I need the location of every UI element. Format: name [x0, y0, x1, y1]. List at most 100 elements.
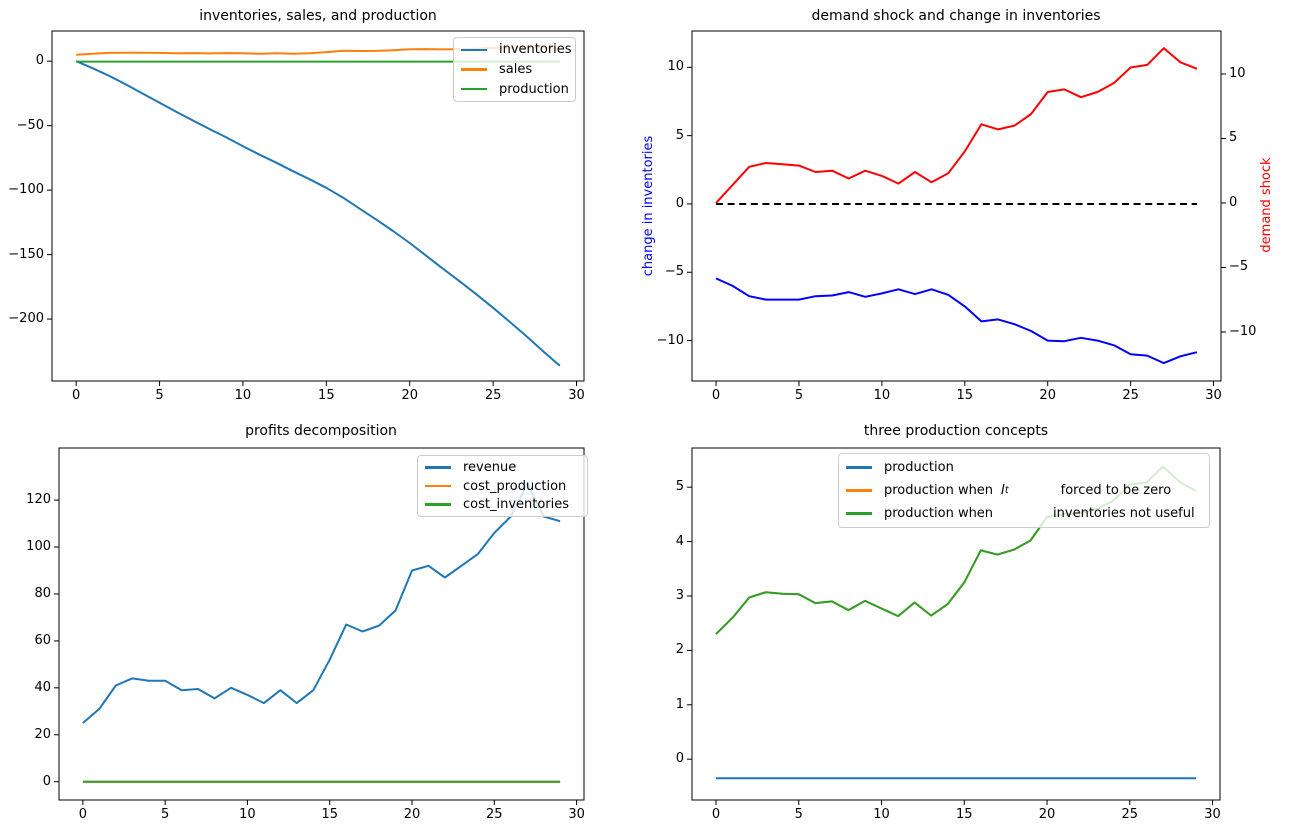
legend-item: production: [839, 456, 1209, 479]
legend-label: cost_inventories: [463, 497, 570, 513]
y-tick-label: 100: [26, 539, 51, 555]
legend-swatch-1: [461, 68, 487, 71]
x-tick-label: 0: [711, 388, 721, 403]
legend-label-tail: inventories not useful: [1053, 506, 1195, 521]
y-tick-label: 2: [675, 642, 684, 658]
legend-label-tail: forced to be zero: [1060, 483, 1172, 498]
legend-swatch-1: [846, 489, 872, 492]
line-revenue: [82, 482, 561, 724]
legend-swatch-2: [425, 503, 451, 506]
legend-swatch-2: [846, 512, 872, 515]
y-tick-label: −100: [8, 182, 44, 198]
y-tick-label: 1: [675, 696, 684, 712]
x-tick-label: 5: [161, 807, 170, 822]
x-tick-label: 15: [955, 807, 973, 822]
x-tick-label: 15: [318, 388, 335, 403]
x-tick-label: 0: [78, 807, 87, 822]
x-tick-label: 10: [873, 388, 891, 403]
x-tick-label: 20: [403, 807, 421, 822]
x-tick-label: 25: [1122, 388, 1139, 403]
x-tick-label: 20: [1039, 388, 1056, 403]
legend-label: revenue: [463, 459, 517, 475]
x-tick-label: 10: [239, 807, 256, 822]
legend-item: production: [454, 79, 575, 99]
y-tick-label-right: 5: [1229, 130, 1238, 146]
legend-box: revenue cost_production cost_inventories: [417, 455, 588, 517]
x-tick-label: 25: [1121, 807, 1139, 822]
line-change-in-inventories: [715, 277, 1198, 365]
legend-item: production when inventories not useful: [839, 502, 1209, 525]
legend-label: sales: [499, 62, 533, 77]
x-tick-label: 10: [234, 388, 252, 403]
legend-swatch-0: [461, 48, 487, 52]
legend-swatch-1: [425, 484, 451, 488]
legend-item: cost_production: [418, 477, 587, 496]
y-tick-label: 3: [675, 587, 684, 603]
x-tick-label: 25: [484, 388, 502, 403]
legend-label: production: [884, 460, 954, 475]
legend-swatch-2: [461, 87, 487, 91]
legend-item: inventories: [454, 40, 575, 60]
y-tick-label-right: 0: [1229, 194, 1238, 210]
legend-swatch-0: [425, 466, 451, 469]
axes-spines: [691, 30, 1222, 382]
legend-label: inventories: [499, 42, 572, 58]
legend-label: cost_production: [463, 478, 567, 494]
y-tick-label: −5: [664, 264, 684, 280]
x-tick-label: 20: [401, 388, 418, 403]
y-tick-label-right: −5: [1229, 259, 1249, 275]
y-tick-label: 10: [667, 59, 684, 75]
x-tick-label: 30: [1205, 388, 1222, 403]
x-tick-label: 15: [956, 388, 974, 403]
line-inventories: [75, 60, 561, 367]
y-tick-label: 40: [34, 679, 51, 695]
y-axis-label-left: change in inventories: [641, 135, 656, 277]
math-subscript: t: [1004, 485, 1009, 496]
y-tick-label: 0: [675, 751, 684, 767]
y-tick-label: 20: [34, 726, 51, 742]
y-tick-label: −200: [8, 311, 44, 327]
y-axis-label-right: demand shock: [1259, 157, 1274, 253]
y-tick-label-right: −10: [1229, 323, 1257, 339]
legend-label: production when: [884, 506, 994, 521]
axes-spines: [691, 447, 1221, 801]
y-tick-label: 80: [34, 585, 51, 601]
math-variable: I: [1001, 483, 1005, 498]
line-demand-shock: [715, 47, 1198, 204]
y-tick-label: −150: [8, 246, 44, 262]
x-tick-label: 30: [1204, 807, 1221, 822]
legend-swatch-0: [846, 466, 872, 469]
x-tick-label: 0: [72, 388, 81, 403]
x-tick-label: 30: [568, 388, 585, 403]
y-tick-label: 60: [34, 632, 51, 648]
x-tick-label: 30: [568, 807, 585, 822]
subplot-title: three production concepts: [863, 423, 1049, 439]
x-tick-label: 25: [486, 807, 503, 822]
x-tick-label: 5: [794, 807, 803, 822]
x-tick-label: 5: [155, 388, 164, 403]
x-tick-label: 5: [794, 388, 804, 403]
y-tick-label: 120: [26, 492, 51, 508]
y-tick-label: 4: [675, 533, 684, 549]
subplot-title: inventories, sales, and production: [199, 8, 437, 24]
x-tick-label: 15: [321, 807, 338, 822]
y-tick-label: 0: [42, 773, 51, 789]
y-tick-label: −10: [656, 332, 684, 348]
axes-spines: [58, 447, 585, 801]
legend-item: sales: [454, 60, 575, 80]
x-tick-label: 10: [873, 807, 890, 822]
legend-label: production when: [884, 483, 994, 498]
y-tick-label: 0: [35, 53, 44, 69]
legend-label: production: [499, 81, 569, 97]
y-tick-label: 0: [675, 195, 684, 211]
subplot-title: profits decomposition: [245, 423, 397, 439]
x-tick-label: 20: [1038, 807, 1056, 822]
legend-item: revenue: [418, 458, 587, 477]
y-tick-label-right: 10: [1229, 65, 1246, 81]
axes-spines: [51, 30, 585, 382]
subplot-title: demand shock and change in inventories: [811, 8, 1101, 24]
x-tick-label: 0: [711, 807, 721, 822]
